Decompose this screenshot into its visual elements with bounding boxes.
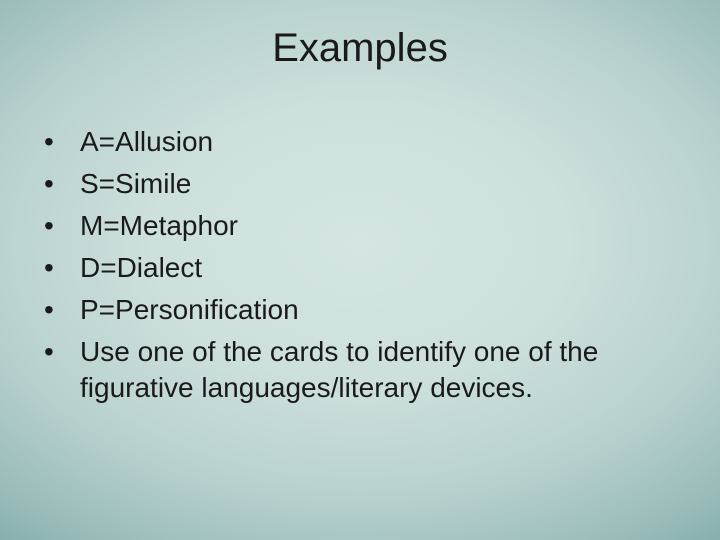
bullet-icon: • — [44, 166, 80, 202]
bullet-icon: • — [44, 124, 80, 160]
list-item-text: A=Allusion — [80, 124, 213, 160]
bullet-icon: • — [44, 292, 80, 328]
list-item-text: D=Dialect — [80, 250, 202, 286]
list-item-text: Use one of the cards to identify one of … — [80, 334, 680, 406]
list-item: • Use one of the cards to identify one o… — [44, 334, 680, 406]
list-item: • S=Simile — [44, 166, 680, 202]
list-item: • P=Personification — [44, 292, 680, 328]
bullet-icon: • — [44, 208, 80, 244]
list-item-text: S=Simile — [80, 166, 191, 202]
bullet-icon: • — [44, 334, 80, 370]
list-item-text: M=Metaphor — [80, 208, 238, 244]
slide-content: • A=Allusion • S=Simile • M=Metaphor • D… — [44, 124, 680, 412]
slide-title: Examples — [0, 26, 720, 71]
bullet-list: • A=Allusion • S=Simile • M=Metaphor • D… — [44, 124, 680, 406]
list-item: • A=Allusion — [44, 124, 680, 160]
bullet-icon: • — [44, 250, 80, 286]
list-item-text: P=Personification — [80, 292, 299, 328]
list-item: • D=Dialect — [44, 250, 680, 286]
list-item: • M=Metaphor — [44, 208, 680, 244]
